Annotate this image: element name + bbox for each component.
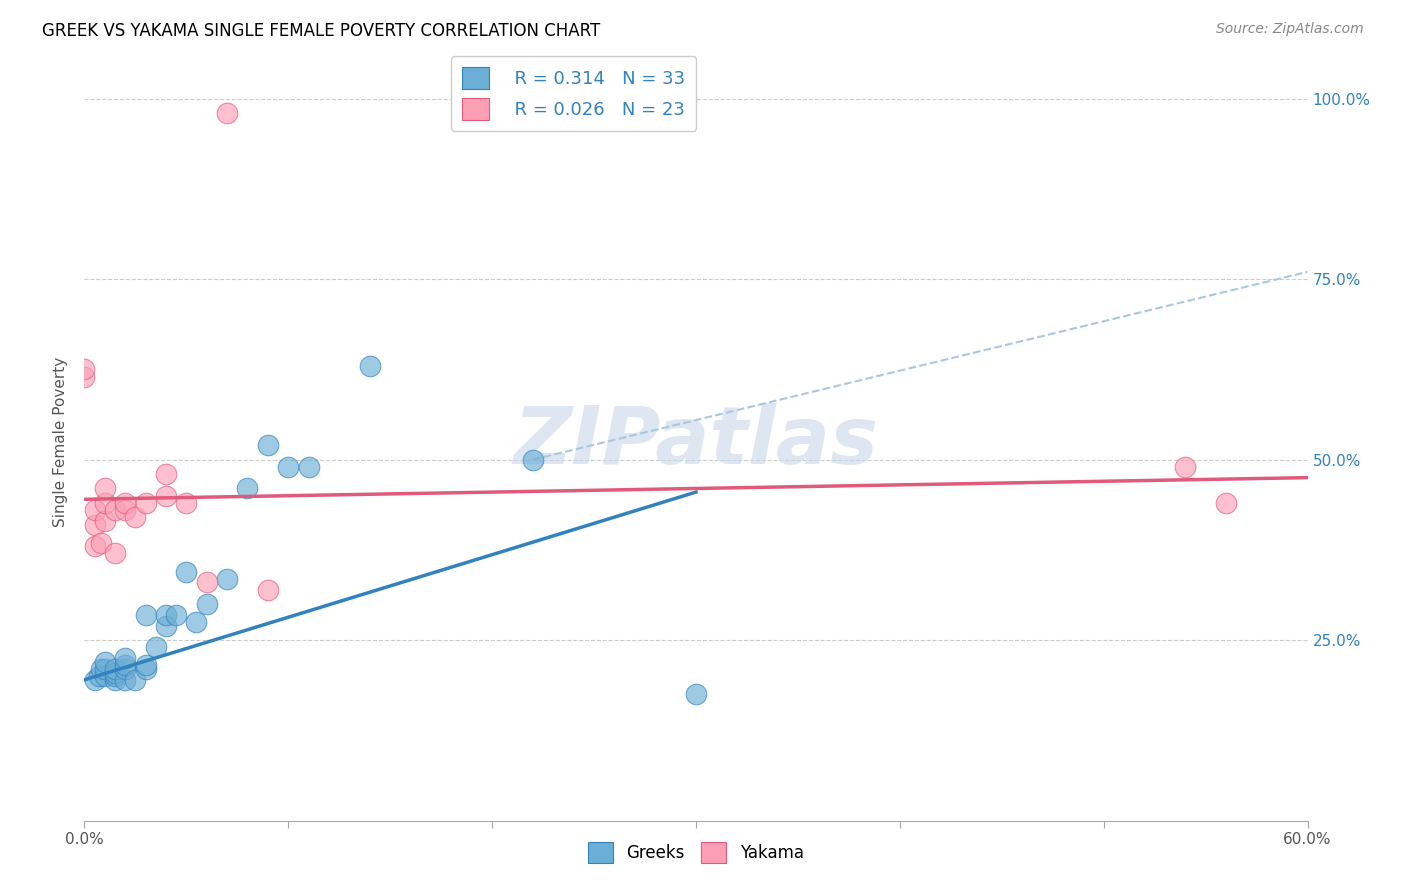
Point [93,662,115,676]
Point [104,546,127,560]
Point [155,489,177,503]
Point [155,467,177,481]
Text: ZIPatlas: ZIPatlas [513,402,879,481]
Point [217,106,239,120]
Point [298,459,321,474]
Point [83,503,105,517]
Point [195,597,218,611]
Point [135,658,157,673]
Point [145,640,167,655]
Legend: Greeks, Yakama: Greeks, Yakama [582,836,810,869]
Point [685,687,707,701]
Point [257,438,280,452]
Point [114,673,136,687]
Point [124,510,146,524]
Point [104,673,127,687]
Point [83,517,105,532]
Point [83,673,105,687]
Text: Source: ZipAtlas.com: Source: ZipAtlas.com [1216,22,1364,37]
Point [73,369,96,384]
Point [195,575,218,590]
Point [114,651,136,665]
Point [257,582,280,597]
Y-axis label: Single Female Poverty: Single Female Poverty [53,357,69,526]
Point [114,662,136,676]
Point [90,535,112,549]
Point [1215,496,1237,510]
Point [114,658,136,673]
Point [104,662,127,676]
Point [93,655,115,669]
Point [135,496,157,510]
Point [124,673,146,687]
Point [359,359,381,373]
Point [114,503,136,517]
Point [87,669,110,683]
Point [277,459,299,474]
Point [93,669,115,683]
Point [174,496,197,510]
Point [1174,459,1197,474]
Point [186,615,208,629]
Point [83,539,105,553]
Point [174,565,197,579]
Point [217,572,239,586]
Point [135,662,157,676]
Point [135,607,157,622]
Text: GREEK VS YAKAMA SINGLE FEMALE POVERTY CORRELATION CHART: GREEK VS YAKAMA SINGLE FEMALE POVERTY CO… [42,22,600,40]
Point [93,496,115,510]
Point [93,514,115,528]
Point [522,452,544,467]
Point [93,482,115,496]
Point [155,618,177,632]
Point [90,662,112,676]
Point [104,665,127,680]
Point [165,607,187,622]
Point [114,496,136,510]
Point [104,669,127,683]
Point [155,607,177,622]
Point [73,362,96,376]
Point [104,503,127,517]
Point [236,482,259,496]
